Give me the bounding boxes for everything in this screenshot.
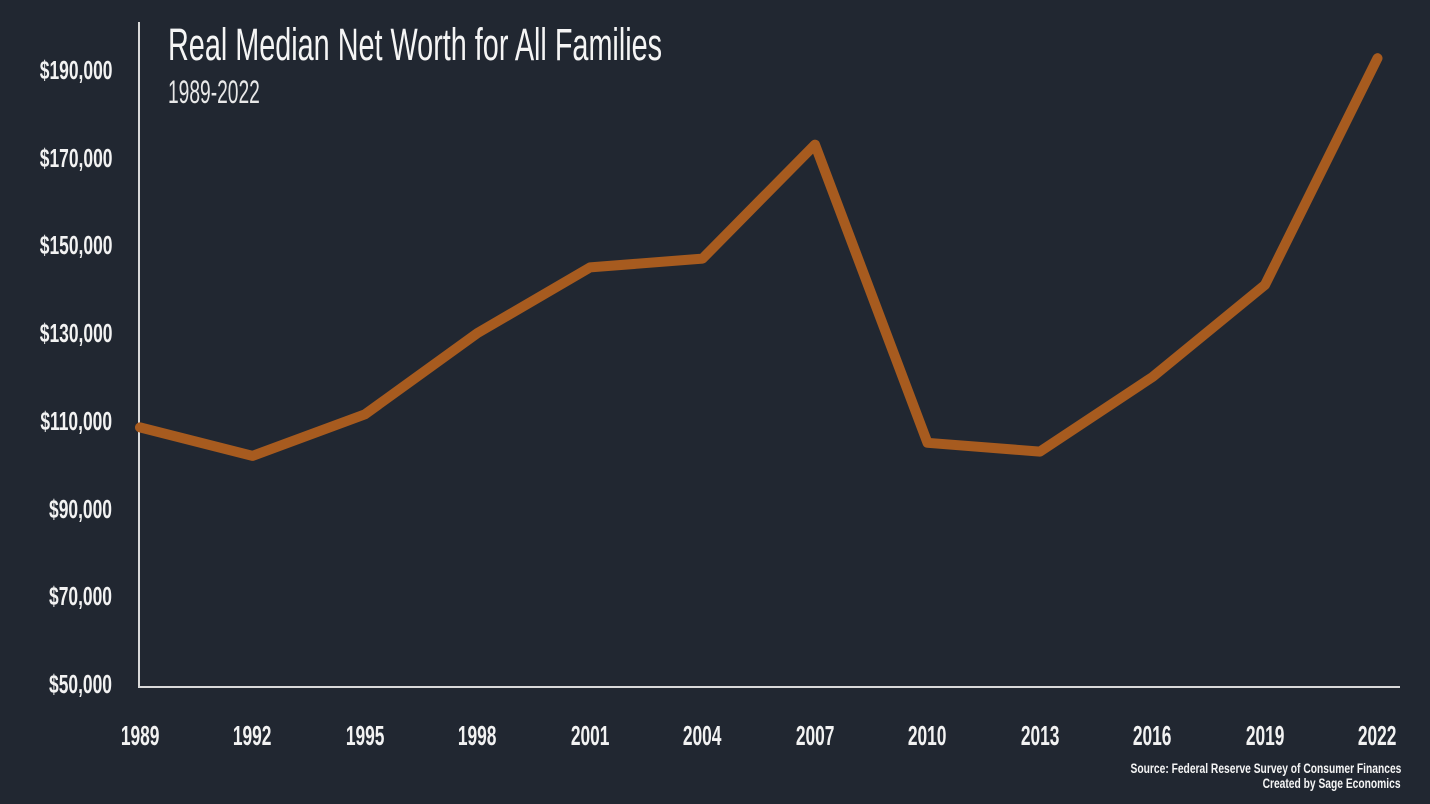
y-axis-tick-label: $110,000 — [40, 405, 112, 436]
x-axis-tick-label: 1998 — [458, 720, 497, 751]
y-axis-tick-label: $50,000 — [49, 669, 112, 699]
chart-subtitle: 1989-2022 — [168, 76, 940, 108]
chart-header: Real Median Net Worth for All Families 1… — [168, 20, 940, 108]
chart-title: Real Median Net Worth for All Families — [168, 20, 940, 70]
net-worth-line — [135, 53, 1383, 461]
x-axis-tick-label: 1992 — [233, 720, 272, 751]
y-axis-tick-label: $190,000 — [39, 55, 112, 85]
x-axis-tick-label: 2022 — [1358, 720, 1397, 751]
x-axis-tick-label: 2016 — [1133, 720, 1172, 751]
y-axis-tick-label: $130,000 — [39, 318, 112, 349]
y-axis-tick-label: $70,000 — [49, 581, 112, 612]
x-axis-tick-label: 2010 — [908, 720, 947, 751]
x-axis-tick-label: 2007 — [795, 720, 835, 751]
y-axis-tick-label: $170,000 — [39, 142, 112, 173]
source-note: Source: Federal Reserve Survey of Consum… — [1045, 761, 1401, 791]
y-axis-tick-label: $150,000 — [39, 230, 112, 261]
source-line: Source: Federal Reserve Survey of Consum… — [1130, 761, 1401, 776]
chart-subtitle-text: 1989-2022 — [168, 73, 260, 110]
x-axis-tick-label: 2013 — [1020, 720, 1060, 751]
chart-title-text: Real Median Net Worth for All Families — [168, 19, 663, 70]
x-axis-tick-label: 1995 — [345, 720, 385, 751]
x-axis-tick-label: 1989 — [120, 720, 160, 751]
x-axis-tick-label: 2001 — [570, 720, 610, 751]
y-axis-tick-label: $90,000 — [49, 493, 112, 524]
x-axis-tick-label: 2004 — [683, 720, 722, 751]
credit-line: Created by Sage Economics — [1263, 776, 1401, 791]
x-axis-tick-label: 2019 — [1245, 720, 1285, 751]
